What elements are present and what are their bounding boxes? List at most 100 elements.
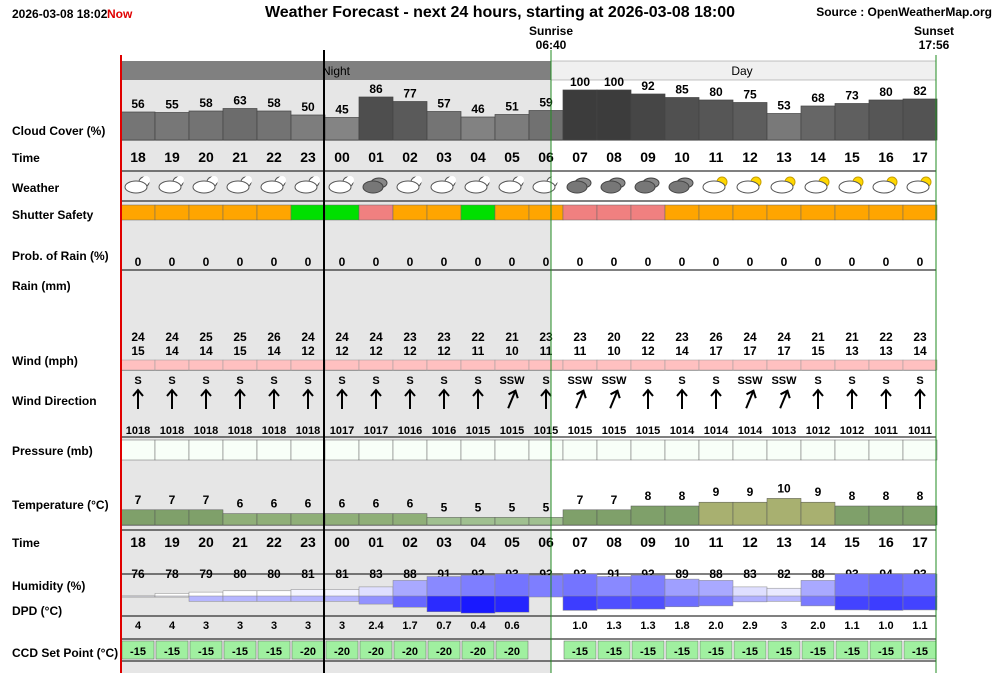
arrow-head bbox=[336, 388, 348, 397]
arrow-head bbox=[166, 388, 178, 397]
cloud-cover-value: 58 bbox=[199, 96, 213, 110]
pressure-cell bbox=[766, 439, 802, 461]
wind-gust-value: 21 bbox=[811, 330, 825, 344]
wind-speed-value: 12 bbox=[437, 344, 451, 358]
wind-speed-value: 15 bbox=[131, 344, 145, 358]
prob-rain-value: 0 bbox=[611, 255, 618, 269]
arrow-head bbox=[404, 388, 416, 397]
cloud-shape bbox=[804, 180, 828, 194]
cloud-shape bbox=[532, 180, 556, 194]
temperature-bar bbox=[868, 505, 904, 526]
dpd-value: 1.0 bbox=[878, 620, 893, 632]
partly-cloudy-day-icon bbox=[838, 176, 864, 194]
shutter-safety-cell bbox=[664, 204, 700, 221]
pressure-cell bbox=[494, 439, 530, 461]
time-label: 03 bbox=[436, 149, 452, 165]
wind-speed-value: 15 bbox=[233, 344, 247, 358]
arrow-head bbox=[508, 389, 519, 399]
humidity-bar bbox=[562, 573, 598, 598]
ccd-set-point-value: -20 bbox=[402, 646, 418, 658]
cloud-cover-bar bbox=[392, 101, 428, 141]
shutter-safety-cell bbox=[596, 204, 632, 221]
cloud-cover-bar bbox=[630, 93, 666, 141]
dpd-value: 4 bbox=[135, 620, 142, 632]
cloud-cover-value: 46 bbox=[471, 102, 485, 116]
partly-cloudy-day-icon bbox=[702, 176, 728, 194]
label-weather: Weather bbox=[12, 181, 60, 195]
cloud-cover-value: 80 bbox=[709, 85, 723, 99]
cloud-front bbox=[668, 180, 690, 194]
prob-rain-value: 0 bbox=[305, 255, 312, 269]
wind-speed-value: 17 bbox=[743, 344, 757, 358]
time-label-bottom: 22 bbox=[266, 534, 282, 550]
shutter-safety-cell bbox=[154, 204, 190, 221]
dpd-bar bbox=[120, 595, 156, 598]
time-label-bottom: 07 bbox=[572, 534, 588, 550]
cloud-shape bbox=[702, 180, 726, 194]
time-label-bottom: 01 bbox=[368, 534, 384, 550]
ccd-set-point-cell bbox=[359, 640, 393, 660]
moon-cut bbox=[550, 176, 558, 184]
temperature-bar bbox=[324, 513, 360, 526]
time-label: 05 bbox=[504, 149, 520, 165]
temperature-value: 9 bbox=[713, 485, 720, 499]
dpd-bar bbox=[256, 595, 292, 602]
shutter-safety-cell bbox=[256, 204, 292, 221]
wind-gust-value: 23 bbox=[403, 330, 417, 344]
wind-arrow-icon bbox=[846, 388, 858, 409]
cloud-cover-value: 55 bbox=[165, 98, 179, 112]
wind-direction-label: S bbox=[814, 375, 821, 387]
humidity-bar bbox=[732, 586, 768, 598]
night-label: Night bbox=[322, 64, 351, 78]
humidity-bar bbox=[800, 580, 836, 598]
pressure-value: 1016 bbox=[398, 425, 422, 437]
ccd-set-point-value: -15 bbox=[266, 646, 282, 658]
prob-rain-value: 0 bbox=[883, 255, 890, 269]
cloud-cover-value: 92 bbox=[641, 79, 655, 93]
wind-bar bbox=[800, 359, 836, 371]
temperature-value: 8 bbox=[849, 489, 856, 503]
wind-speed-value: 15 bbox=[811, 344, 825, 358]
ccd-set-point-value: -20 bbox=[368, 646, 384, 658]
wind-arrow-icon bbox=[166, 388, 178, 409]
prob-rain-value: 0 bbox=[509, 255, 516, 269]
humidity-bar bbox=[630, 574, 666, 598]
moon-cut bbox=[312, 176, 320, 184]
partly-cloudy-night-icon bbox=[294, 176, 320, 194]
cloud-cover-bar bbox=[664, 97, 700, 141]
cloud-shape bbox=[906, 180, 930, 194]
dpd-bar bbox=[154, 595, 190, 598]
dpd-bar bbox=[222, 595, 258, 602]
temperature-value: 8 bbox=[679, 489, 686, 503]
ccd-set-point-value: -15 bbox=[640, 646, 656, 658]
pressure-cell bbox=[630, 439, 666, 461]
wind-direction-label: S bbox=[304, 375, 311, 387]
temperature-value: 5 bbox=[441, 500, 448, 514]
cloud-cover-bar bbox=[732, 102, 768, 141]
ccd-set-point-value: -15 bbox=[198, 646, 214, 658]
time-label: 19 bbox=[164, 149, 180, 165]
wind-bar bbox=[630, 359, 666, 371]
partly-cloudy-night-icon bbox=[430, 176, 456, 194]
shutter-safety-cell bbox=[426, 204, 462, 221]
time-label: 09 bbox=[640, 149, 656, 165]
shutter-safety-cell bbox=[834, 204, 870, 221]
pressure-cell bbox=[460, 439, 496, 461]
wind-arrow-icon bbox=[540, 388, 552, 409]
prob-rain-value: 0 bbox=[203, 255, 210, 269]
wind-bar bbox=[120, 359, 156, 371]
time-label-bottom: 11 bbox=[709, 534, 724, 550]
cloud-shape bbox=[192, 180, 216, 194]
temperature-value: 6 bbox=[339, 497, 346, 511]
time-label-bottom: 08 bbox=[606, 534, 622, 550]
wind-gust-value: 22 bbox=[471, 330, 485, 344]
ccd-set-point-cell bbox=[631, 640, 665, 660]
ccd-set-point-cell bbox=[597, 640, 631, 660]
dpd-value: 3 bbox=[203, 620, 209, 632]
temperature-bar bbox=[358, 513, 394, 526]
cloud-cover-bar bbox=[460, 116, 496, 141]
wind-bar bbox=[698, 359, 734, 371]
cloud-cover-value: 53 bbox=[777, 99, 791, 113]
wind-gust-value: 23 bbox=[573, 330, 587, 344]
